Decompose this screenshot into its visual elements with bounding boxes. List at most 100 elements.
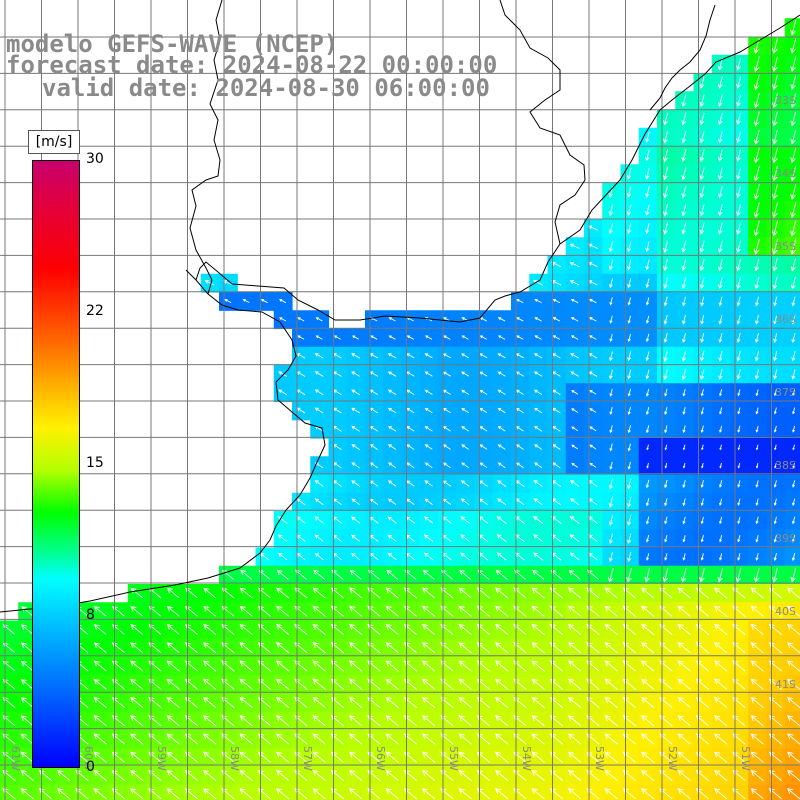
wind-arrow bbox=[699, 567, 705, 583]
wind-arrow bbox=[737, 444, 741, 451]
wind-arrow bbox=[700, 480, 704, 488]
wind-arrow bbox=[312, 696, 326, 709]
wind-arrow bbox=[458, 587, 472, 599]
wind-arrow bbox=[531, 788, 545, 800]
wind-arrow bbox=[275, 733, 290, 745]
wind-arrow bbox=[516, 335, 524, 340]
wind-cell bbox=[784, 164, 800, 184]
model-title: modelo GEFS-WAVE (NCEP) bbox=[6, 30, 339, 58]
wind-arrow bbox=[645, 388, 650, 397]
wind-cell bbox=[602, 784, 622, 800]
wind-arrow bbox=[166, 678, 180, 690]
wind-arrow bbox=[774, 444, 777, 451]
wind-arrow bbox=[494, 623, 509, 636]
wind-arrow bbox=[791, 332, 796, 344]
wind-arrow bbox=[736, 240, 742, 254]
wind-arrow bbox=[750, 660, 764, 672]
wind-arrow bbox=[312, 642, 326, 654]
wind-arrow bbox=[93, 696, 107, 709]
wind-arrow bbox=[773, 552, 777, 562]
wind-cell bbox=[620, 784, 640, 800]
wind-arrow bbox=[130, 605, 143, 617]
wind-arrow bbox=[677, 733, 691, 745]
wind-arrow bbox=[790, 38, 797, 54]
wind-arrow bbox=[754, 277, 760, 290]
wind-arrow bbox=[736, 112, 741, 126]
wind-arrow bbox=[567, 788, 582, 800]
wind-arrow bbox=[663, 277, 668, 290]
wind-arrow bbox=[717, 94, 723, 108]
wind-arrow bbox=[442, 407, 451, 414]
wind-arrow bbox=[275, 769, 290, 782]
wind-arrow bbox=[567, 733, 582, 745]
wind-cell bbox=[784, 73, 800, 92]
wind-arrow bbox=[604, 678, 618, 690]
wind-arrow bbox=[242, 299, 250, 304]
wind-arrow bbox=[275, 715, 290, 727]
wind-arrow bbox=[604, 715, 618, 727]
wind-arrow bbox=[645, 297, 650, 306]
wind-arrow bbox=[534, 444, 543, 450]
wind-arrow bbox=[460, 534, 471, 543]
wind-arrow bbox=[93, 624, 107, 635]
wind-arrow bbox=[494, 696, 509, 709]
wind-arrow bbox=[609, 443, 613, 452]
wind-arrow bbox=[351, 444, 360, 451]
wind-arrow bbox=[166, 715, 180, 727]
wind-arrow bbox=[277, 534, 288, 543]
wind-arrow bbox=[681, 240, 687, 253]
wind-arrow bbox=[461, 371, 470, 377]
wind-arrow bbox=[607, 567, 614, 583]
lat-label: 38S bbox=[775, 459, 796, 472]
wind-arrow bbox=[717, 258, 723, 272]
wind-arrow bbox=[533, 353, 543, 359]
wind-arrow bbox=[753, 567, 760, 583]
wind-arrow bbox=[385, 623, 399, 636]
wind-arrow bbox=[753, 238, 760, 255]
wind-arrow bbox=[640, 678, 655, 690]
wind-arrow bbox=[278, 371, 288, 377]
wind-arrow bbox=[385, 788, 399, 800]
wind-arrow bbox=[202, 751, 217, 763]
wind-arrow bbox=[699, 94, 705, 108]
lat-label: 35S bbox=[775, 240, 796, 253]
wind-cell bbox=[784, 456, 800, 476]
wind-arrow bbox=[608, 496, 614, 508]
wind-arrow bbox=[314, 552, 324, 561]
wind-arrow bbox=[424, 426, 433, 432]
wind-arrow bbox=[645, 425, 650, 434]
wind-cell bbox=[219, 784, 238, 800]
wind-cell bbox=[784, 273, 800, 293]
wind-arrow bbox=[516, 317, 524, 322]
wind-arrow bbox=[663, 222, 669, 235]
wind-arrow bbox=[753, 147, 760, 164]
wind-arrow bbox=[569, 280, 580, 286]
wind-arrow bbox=[239, 696, 253, 709]
wind-cell bbox=[127, 784, 147, 800]
lat-label: 34S bbox=[775, 167, 796, 180]
wind-arrow bbox=[348, 715, 363, 727]
wind-arrow bbox=[700, 516, 704, 525]
wind-arrow bbox=[609, 369, 613, 380]
wind-cell bbox=[784, 711, 800, 731]
wind-arrow bbox=[719, 535, 723, 543]
wind-arrow bbox=[406, 407, 415, 414]
wind-arrow bbox=[645, 407, 650, 416]
wind-arrow bbox=[608, 478, 614, 490]
wind-arrow bbox=[753, 74, 760, 91]
wind-arrow bbox=[750, 696, 764, 709]
wind-arrow bbox=[129, 733, 144, 745]
lon-label: 61W bbox=[9, 746, 22, 771]
wind-arrow bbox=[130, 642, 144, 654]
wind-arrow bbox=[790, 238, 797, 256]
wind-arrow bbox=[93, 788, 107, 800]
wind-arrow bbox=[645, 479, 650, 489]
wind-arrow bbox=[640, 788, 655, 800]
wind-cell bbox=[784, 146, 800, 165]
wind-arrow bbox=[351, 371, 361, 377]
wind-arrow bbox=[609, 351, 613, 362]
wind-arrow bbox=[786, 788, 800, 800]
wind-arrow bbox=[351, 425, 360, 432]
wind-arrow bbox=[750, 605, 764, 617]
